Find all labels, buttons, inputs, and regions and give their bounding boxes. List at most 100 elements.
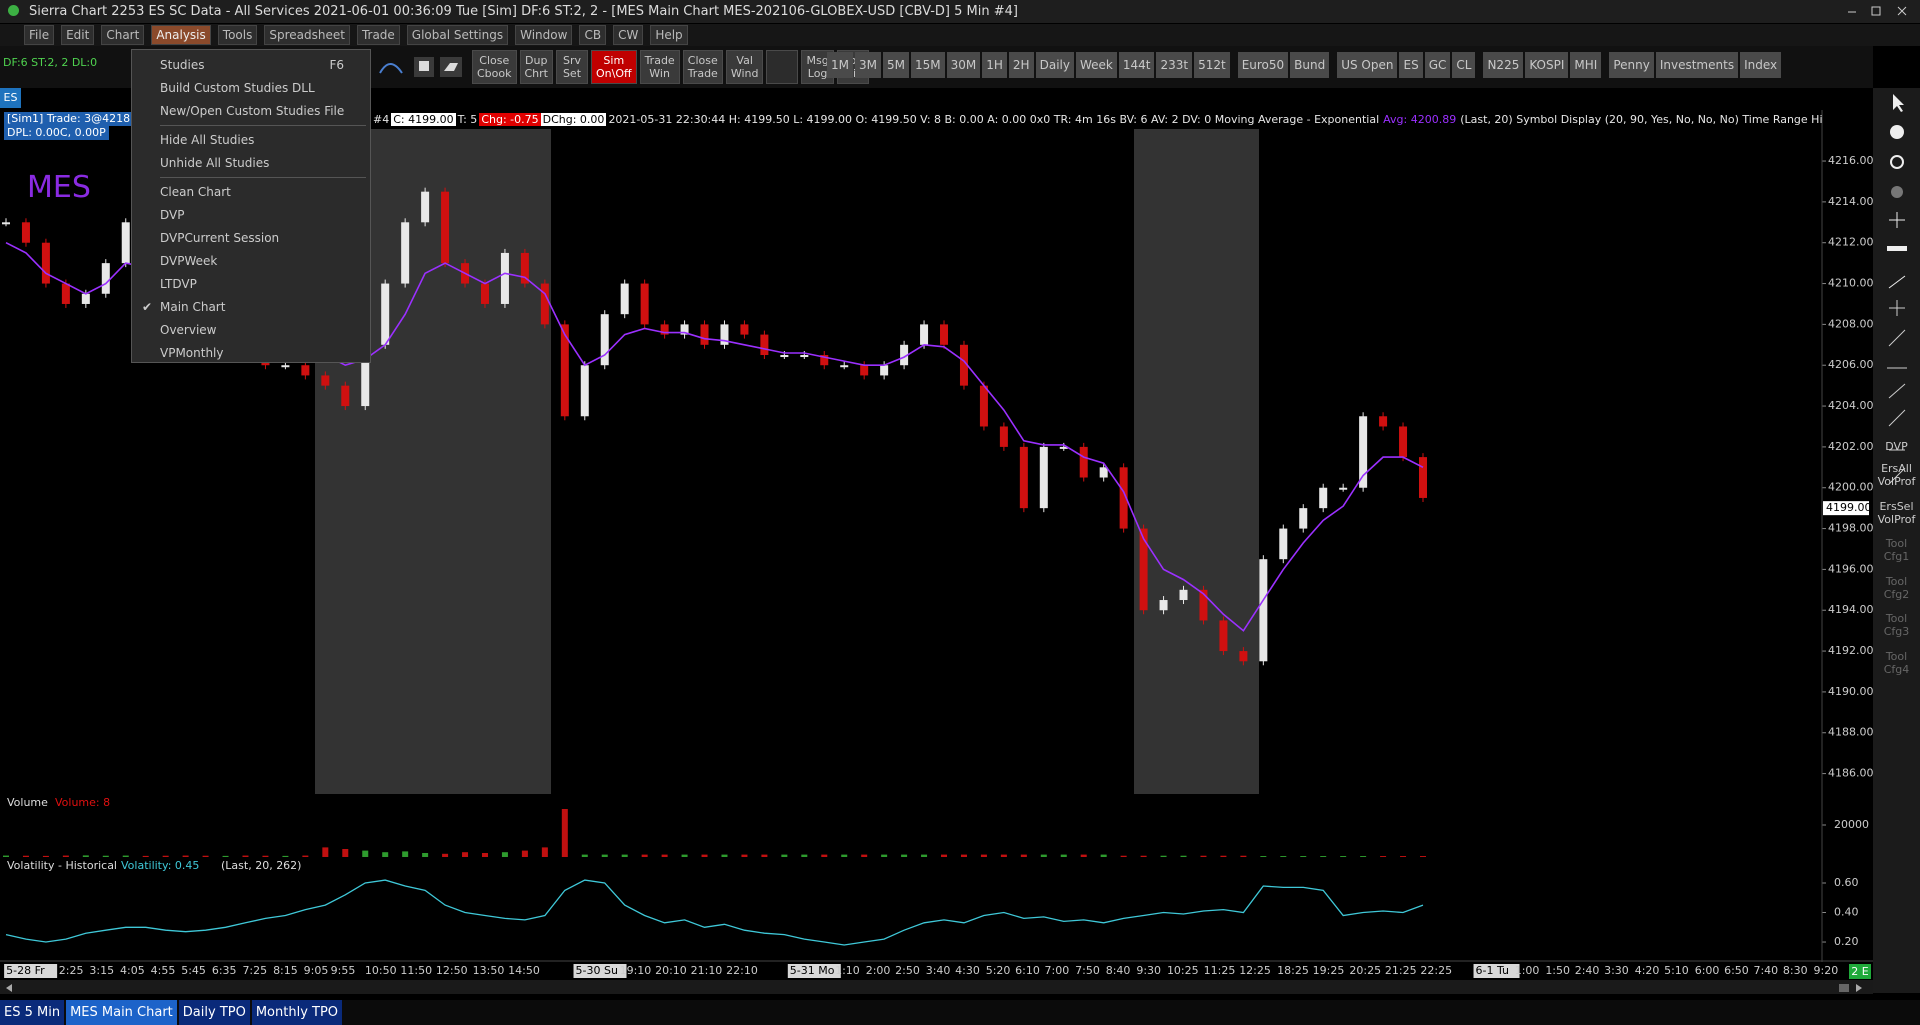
toolbar-icons[interactable] bbox=[376, 53, 466, 81]
interval-button[interactable]: Penny bbox=[1609, 52, 1654, 78]
menu-option[interactable]: Clean Chart bbox=[132, 181, 370, 204]
menu-option[interactable]: Build Custom Studies DLL bbox=[132, 77, 370, 100]
chart-tab[interactable]: Monthly TPO bbox=[251, 1000, 343, 1025]
chart-tab[interactable]: ES bbox=[0, 88, 21, 108]
interval-button[interactable]: Index bbox=[1740, 52, 1782, 78]
toolbar-button[interactable]: Close Cbook bbox=[472, 50, 517, 84]
chart-tab[interactable]: Daily TPO bbox=[178, 1000, 250, 1025]
menu-item[interactable]: CW bbox=[613, 25, 644, 45]
candle bbox=[760, 334, 769, 356]
toolbar-button[interactable]: Sim On\Off bbox=[591, 50, 637, 84]
interval-button[interactable]: Bund bbox=[1290, 52, 1330, 78]
interval-button[interactable]: Week bbox=[1075, 52, 1117, 78]
interval-button[interactable]: 233t bbox=[1156, 52, 1193, 78]
volume-bar bbox=[1140, 855, 1147, 857]
side-tool[interactable]: Tool Cfg1 bbox=[1873, 537, 1920, 563]
menu-item[interactable]: Global Settings bbox=[406, 25, 509, 45]
interval-button[interactable]: 30M bbox=[946, 52, 981, 78]
menu-item[interactable]: Analysis bbox=[151, 25, 211, 45]
interval-button[interactable]: ES bbox=[1399, 52, 1423, 78]
volume-bar bbox=[22, 855, 29, 857]
x-tick-label: 5-28 Fr bbox=[6, 964, 45, 977]
interval-button[interactable]: N225 bbox=[1483, 52, 1524, 78]
menu-option[interactable]: Hide All Studies bbox=[132, 129, 370, 152]
side-tool[interactable]: Tool Cfg3 bbox=[1873, 612, 1920, 638]
candle bbox=[1139, 528, 1148, 611]
side-tool[interactable]: ErsSel VolProf bbox=[1873, 500, 1920, 526]
menu-option[interactable]: Main Chart ✔ bbox=[132, 296, 370, 319]
interval-button[interactable]: Euro50 bbox=[1237, 52, 1289, 78]
button-text: Cbook bbox=[477, 67, 512, 80]
toolbar-button[interactable]: Srv Set bbox=[556, 50, 588, 84]
interval-button[interactable]: 1H bbox=[982, 52, 1007, 78]
side-tool[interactable]: Tool Cfg4 bbox=[1873, 650, 1920, 676]
volume-bar bbox=[1180, 855, 1187, 857]
menu-option-label: DVP bbox=[160, 208, 185, 222]
study-line: #4 C: 4199.00 T: 5 Chg: -0.75 DChg: 0.00 2021… bbox=[371, 113, 1822, 127]
interval-button[interactable]: MHI bbox=[1570, 52, 1602, 78]
x-tick-label: 3:40 bbox=[926, 964, 951, 977]
toolbar-button[interactable]: Trade Win bbox=[639, 50, 680, 84]
menu-option[interactable]: Overview bbox=[132, 319, 370, 342]
interval-button[interactable]: 3M bbox=[855, 52, 881, 78]
interval-buttons: 1M 3M 5M 15M 30M 1H 2H Daily Week 144t 233t 512t Eur… bbox=[827, 52, 1782, 78]
interval-button[interactable]: 512t bbox=[1194, 52, 1230, 78]
toolbar-button[interactable]: Close Trade bbox=[682, 50, 723, 84]
volume-bar bbox=[661, 854, 668, 857]
volume-bar bbox=[382, 852, 389, 857]
volume-bar bbox=[1280, 856, 1287, 857]
menu-item[interactable]: CB bbox=[579, 25, 607, 45]
interval-button[interactable]: 2H bbox=[1008, 52, 1034, 78]
menu-item[interactable]: Chart bbox=[101, 25, 145, 45]
side-tool[interactable]: Tool Cfg2 bbox=[1873, 575, 1920, 601]
scrollbar[interactable] bbox=[0, 980, 1873, 994]
menu-option[interactable]: Unhide All Studies bbox=[132, 152, 370, 175]
side-tool[interactable]: ErsAll VolProf bbox=[1873, 462, 1920, 488]
side-icons[interactable] bbox=[1873, 88, 1920, 508]
menu-item[interactable]: File bbox=[24, 25, 55, 45]
interval-button[interactable]: GC bbox=[1424, 52, 1451, 78]
interval-button[interactable]: 1M bbox=[827, 52, 853, 78]
menu-option[interactable]: VPMonthly bbox=[132, 342, 370, 365]
menu-option[interactable]: DVPCurrent Session bbox=[132, 227, 370, 250]
toolbar-icon[interactable] bbox=[766, 50, 799, 84]
toolbar-button[interactable]: Dup Chrt bbox=[519, 50, 553, 84]
chart-tab[interactable]: MES Main Chart bbox=[66, 1000, 177, 1025]
toolbar-button[interactable]: Val Wind bbox=[725, 50, 764, 84]
y-tick-label: 4194.00 bbox=[1828, 603, 1874, 616]
x-tick-label: 7:40 bbox=[1753, 964, 1778, 977]
interval-button[interactable]: 144t bbox=[1118, 52, 1155, 78]
date-box bbox=[4, 964, 58, 978]
menu-item[interactable]: Trade bbox=[356, 25, 400, 45]
interval-button[interactable]: Investments bbox=[1655, 52, 1739, 78]
interval-button[interactable]: 15M bbox=[911, 52, 945, 78]
chart-tab[interactable]: ES 5 Min bbox=[0, 1000, 65, 1025]
menu-item[interactable]: Tools bbox=[217, 25, 258, 45]
side-tool-text: Cfg2 bbox=[1883, 587, 1910, 601]
menu-option[interactable]: New/Open Custom Studies File bbox=[132, 100, 370, 123]
volume-bar bbox=[821, 854, 828, 857]
menu-option[interactable]: DVP bbox=[132, 204, 370, 227]
interval-button[interactable]: 5M bbox=[883, 52, 909, 78]
menu-item[interactable]: Help bbox=[650, 25, 688, 45]
window-controls[interactable] bbox=[1840, 0, 1920, 23]
candle bbox=[1059, 446, 1068, 449]
interval-button[interactable]: CL bbox=[1452, 52, 1476, 78]
side-tool-text: ErsAll bbox=[1881, 462, 1912, 475]
candle bbox=[1279, 528, 1288, 560]
menu-item[interactable]: Edit bbox=[61, 25, 95, 45]
menu-option[interactable]: DVPWeek bbox=[132, 250, 370, 273]
menu-item[interactable]: Spreadsheet bbox=[264, 25, 350, 45]
interval-button[interactable]: US Open bbox=[1337, 52, 1398, 78]
menu-option-label: Unhide All Studies bbox=[160, 156, 270, 170]
button-text: Wind bbox=[730, 67, 759, 80]
candle bbox=[301, 365, 310, 376]
menu-option[interactable]: LTDVP bbox=[132, 273, 370, 296]
menu-item[interactable]: Window bbox=[515, 25, 573, 45]
x-tick-label: 12:25 bbox=[1239, 964, 1271, 977]
menu-option[interactable]: Studies F6 bbox=[132, 54, 370, 77]
side-tool[interactable]: DVP bbox=[1873, 440, 1920, 453]
candle bbox=[920, 324, 929, 345]
interval-button[interactable]: Daily bbox=[1035, 52, 1074, 78]
interval-button[interactable]: KOSPI bbox=[1525, 52, 1569, 78]
